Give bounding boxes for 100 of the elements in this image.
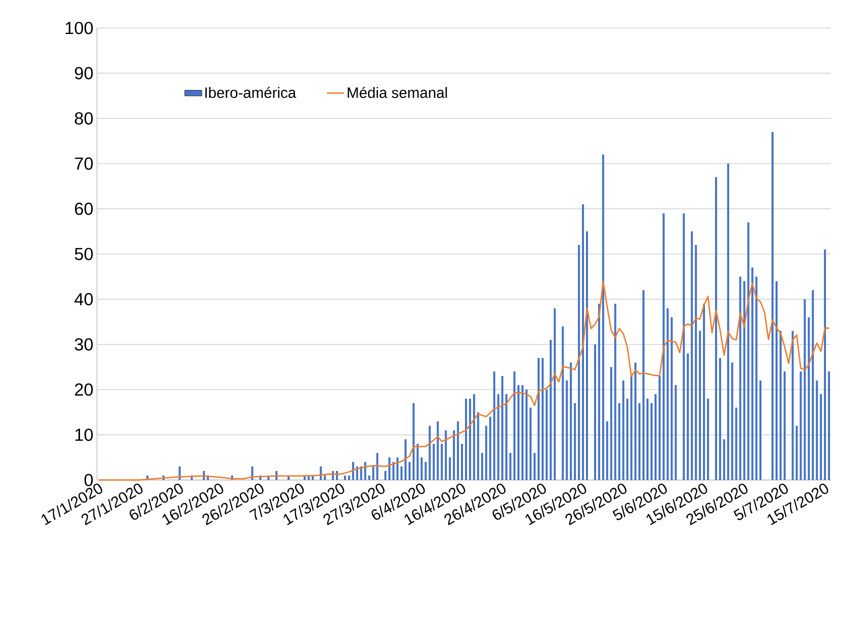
bar	[448, 457, 451, 480]
bar	[432, 444, 435, 480]
y-tick-label: 10	[75, 428, 93, 441]
bar	[452, 430, 455, 480]
bar	[344, 475, 346, 480]
bar	[554, 308, 556, 480]
bar	[650, 403, 653, 480]
bar	[751, 268, 754, 480]
bar	[456, 421, 459, 480]
bar	[348, 475, 350, 480]
y-tick-label: 20	[74, 383, 93, 396]
bar	[501, 376, 504, 480]
bar	[497, 394, 500, 480]
bar	[715, 177, 718, 480]
bar	[534, 452, 536, 480]
bar	[812, 290, 814, 480]
bar	[824, 249, 826, 480]
bar	[666, 308, 669, 480]
bar	[586, 231, 588, 480]
bar	[444, 430, 447, 480]
bar	[320, 466, 322, 480]
bar	[735, 408, 738, 480]
bar	[324, 475, 326, 480]
bar	[424, 462, 427, 480]
bar	[364, 462, 366, 480]
bar	[614, 304, 616, 480]
bar	[465, 398, 468, 480]
bar	[578, 244, 580, 480]
bar	[542, 358, 544, 480]
bar	[646, 398, 649, 480]
bar	[517, 385, 520, 480]
bar	[412, 403, 415, 480]
y-tick-label: 80	[74, 112, 93, 125]
bar	[473, 394, 476, 480]
bar	[408, 462, 411, 480]
bar	[686, 353, 689, 480]
y-tick-label: 40	[74, 293, 93, 306]
bar	[538, 358, 540, 480]
bar	[808, 317, 810, 480]
bar	[682, 213, 685, 480]
bar	[638, 403, 640, 480]
bar	[674, 385, 677, 480]
bar	[755, 276, 758, 480]
bar	[719, 358, 722, 480]
bar	[521, 385, 524, 480]
bar	[747, 222, 750, 480]
bar	[550, 340, 552, 480]
bar	[828, 372, 830, 480]
bar	[634, 362, 636, 480]
bar	[392, 462, 394, 480]
bar	[759, 380, 762, 480]
bar	[743, 281, 746, 480]
bar	[776, 281, 778, 480]
bar	[602, 154, 604, 480]
bar	[505, 394, 508, 480]
bar	[420, 457, 423, 480]
bar	[622, 380, 624, 480]
bar	[376, 452, 378, 480]
bar	[626, 398, 628, 480]
bar	[388, 457, 390, 480]
bar	[670, 317, 673, 480]
bar	[772, 132, 774, 480]
bar	[493, 372, 496, 480]
bar	[570, 362, 572, 480]
bar	[816, 380, 818, 480]
bar	[368, 475, 370, 480]
bar	[606, 421, 608, 480]
bar	[489, 416, 492, 480]
bar	[727, 164, 730, 480]
bar	[566, 380, 568, 480]
bar	[477, 412, 480, 480]
bar	[820, 394, 822, 480]
y-tick-label: 60	[74, 202, 93, 215]
bar	[731, 362, 734, 480]
bar	[800, 372, 802, 480]
bar	[698, 330, 701, 480]
bar	[739, 276, 742, 480]
bar	[400, 466, 402, 480]
legend-label: Média semanal	[348, 86, 447, 98]
bar	[372, 466, 374, 480]
bar	[416, 444, 419, 480]
bar	[582, 204, 584, 480]
bar	[610, 366, 612, 480]
bar	[723, 439, 726, 480]
bar	[630, 376, 632, 480]
bar	[546, 390, 548, 480]
bar	[384, 470, 386, 480]
bar	[404, 439, 407, 480]
bar	[530, 408, 532, 480]
bar	[469, 398, 472, 480]
bar	[662, 213, 665, 480]
y-tick-label: 90	[74, 67, 93, 80]
bar	[594, 344, 596, 480]
bar	[654, 394, 657, 480]
y-tick-label: 50	[74, 248, 93, 260]
bar	[440, 444, 443, 480]
bar	[796, 426, 798, 480]
bar	[513, 372, 516, 480]
y-tick-label: 100	[66, 22, 93, 34]
bar	[784, 372, 786, 480]
